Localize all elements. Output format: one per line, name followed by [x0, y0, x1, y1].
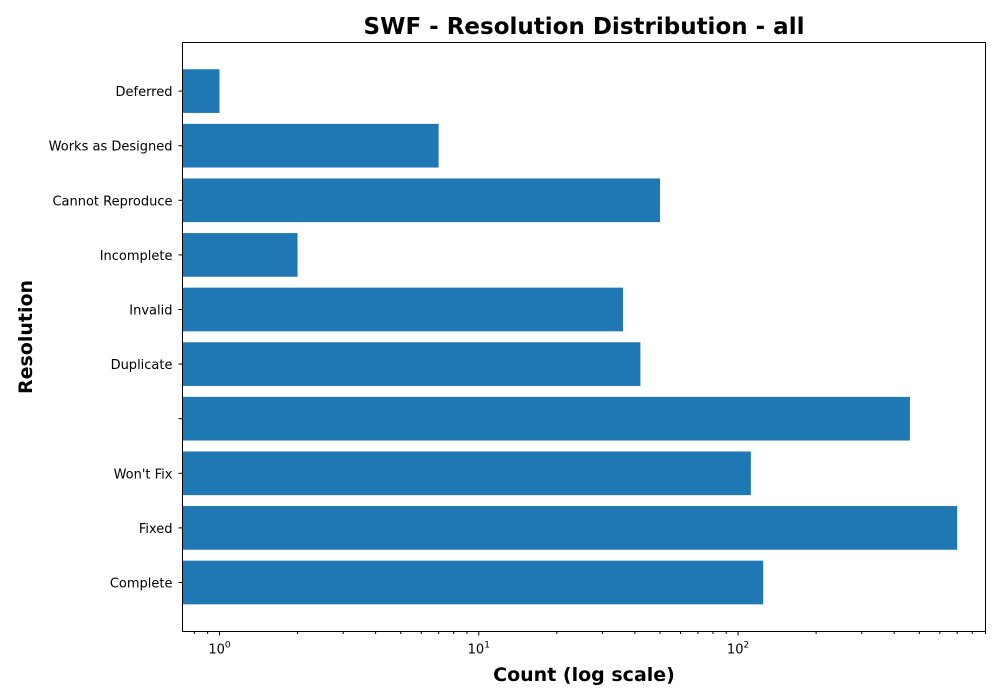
y-tick-label: Fixed	[139, 522, 173, 537]
y-tick-label: Cannot Reproduce	[52, 194, 172, 209]
chart-title: SWF - Resolution Distribution - all	[364, 14, 805, 40]
x-axis-label: Count (log scale)	[493, 664, 675, 686]
bar	[182, 451, 751, 496]
x-tick-label: 101	[468, 641, 490, 658]
y-tick-label: Complete	[110, 577, 173, 592]
y-tick-label: Invalid	[129, 304, 172, 319]
bar	[182, 287, 624, 332]
y-axis-ticks: Complete Fixed Won't Fix Duplicate Invalid In…	[49, 85, 183, 592]
bar	[182, 233, 298, 277]
y-tick-label: Deferred	[115, 85, 172, 100]
x-tick-label: 100	[208, 641, 231, 658]
bar	[182, 560, 764, 605]
bar	[182, 396, 910, 441]
x-tick-label: 102	[727, 641, 749, 658]
bar	[182, 123, 439, 168]
bars	[182, 69, 958, 605]
x-axis-ticks: 100 101 102	[193, 631, 986, 658]
y-tick-label: Incomplete	[100, 249, 173, 264]
y-axis-label: Resolution	[15, 280, 37, 394]
y-tick-label: Duplicate	[111, 358, 173, 373]
bar	[182, 69, 220, 113]
bar	[182, 178, 661, 223]
bar	[182, 506, 958, 550]
bar	[182, 342, 641, 386]
y-tick-label: Won't Fix	[114, 467, 173, 482]
y-tick-label: Works as Designed	[49, 140, 173, 155]
plot-frame	[182, 42, 986, 632]
